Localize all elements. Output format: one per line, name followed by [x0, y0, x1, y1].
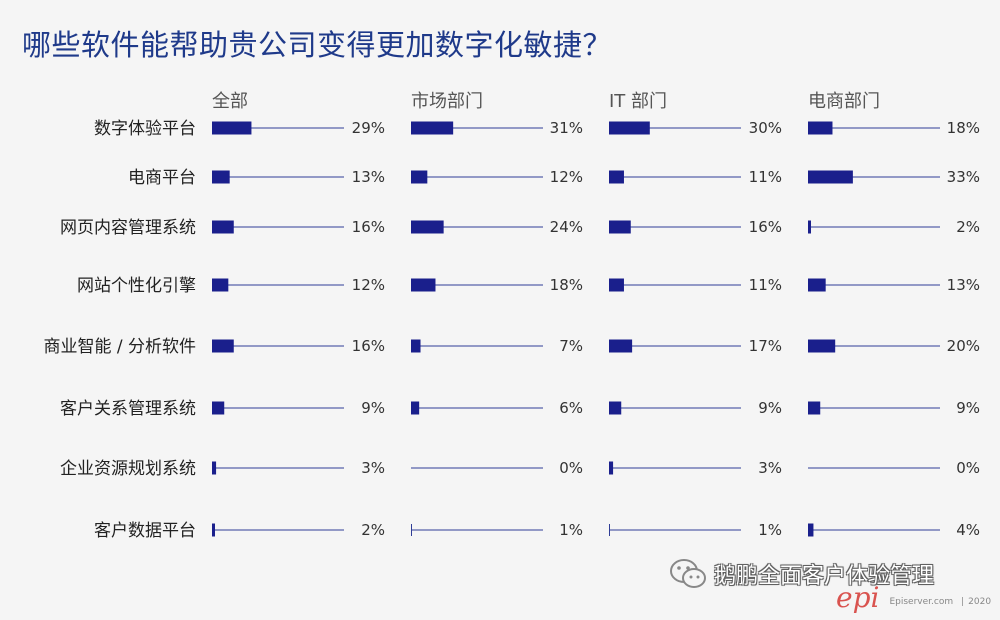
data-label: 9% [956, 399, 980, 417]
data-label: 0% [559, 459, 583, 477]
data-label: 4% [956, 521, 980, 539]
bar [808, 339, 836, 353]
bar [212, 278, 229, 292]
data-label: 2% [361, 521, 385, 539]
bar [808, 121, 833, 135]
column-header: 全部 [212, 91, 248, 112]
category-label: 数字体验平台 [94, 119, 196, 139]
data-label: 13% [947, 276, 980, 294]
bar [212, 121, 252, 135]
data-label: 2% [956, 218, 980, 236]
data-label: 11% [749, 276, 782, 294]
bar [808, 220, 811, 234]
data-label: 18% [550, 276, 583, 294]
data-label: 9% [361, 399, 385, 417]
data-label: 16% [352, 337, 385, 355]
bar [411, 339, 421, 353]
data-label: 0% [956, 459, 980, 477]
bar [609, 121, 650, 135]
data-label: 20% [947, 337, 980, 355]
bar [411, 220, 444, 234]
chart-title: 哪些软件能帮助贵公司变得更加数字化敏捷？ [22, 28, 613, 62]
data-label: 16% [749, 218, 782, 236]
category-label: 电商平台 [128, 168, 196, 188]
data-label: 1% [758, 521, 782, 539]
watermark-text: 鹅鹏全面客户体验管理 [714, 564, 935, 589]
data-label: 31% [550, 119, 583, 137]
data-label: 1% [559, 521, 583, 539]
brand-footer: epi Episerver.com | 2020 [836, 581, 992, 614]
category-label: 网站个性化引擎 [77, 276, 196, 296]
category-label: 企业资源规划系统 [60, 459, 196, 479]
data-label: 12% [352, 276, 385, 294]
data-label: 13% [352, 168, 385, 186]
bar [411, 401, 420, 415]
data-label: 11% [749, 168, 782, 186]
data-label: 30% [749, 119, 782, 137]
watermark: 鹅鹏全面客户体验管理 [668, 557, 934, 591]
data-label: 6% [559, 399, 583, 417]
bar [609, 339, 633, 353]
brand-year: 2020 [968, 597, 992, 607]
bar [411, 170, 428, 184]
data-label: 3% [758, 459, 782, 477]
bar [411, 121, 454, 135]
column-header: IT 部门 [609, 91, 667, 112]
bar [212, 339, 234, 353]
bar [808, 170, 853, 184]
category-label: 网页内容管理系统 [60, 218, 196, 238]
data-label: 24% [550, 218, 583, 236]
brand-site: Episerver.com [889, 597, 954, 607]
data-label: 9% [758, 399, 782, 417]
data-label: 16% [352, 218, 385, 236]
bar [808, 278, 826, 292]
category-label: 客户数据平台 [94, 521, 196, 541]
data-label: 17% [749, 337, 782, 355]
bar [609, 170, 624, 184]
brand-separator: | [961, 597, 965, 607]
brand-logo: epi [836, 581, 880, 614]
data-label: 7% [559, 337, 583, 355]
data-label: 12% [550, 168, 583, 186]
data-label: 18% [947, 119, 980, 137]
column-header: 电商部门 [808, 91, 880, 112]
column-header: 市场部门 [411, 91, 483, 112]
bar [212, 401, 225, 415]
data-label: 33% [947, 168, 980, 186]
bar [808, 523, 814, 537]
bar [212, 523, 215, 537]
bar [212, 170, 230, 184]
bar [609, 220, 631, 234]
bar [212, 461, 217, 475]
bar [609, 278, 624, 292]
bar [609, 461, 614, 475]
bar [411, 278, 436, 292]
bar [808, 401, 821, 415]
category-label: 客户关系管理系统 [60, 399, 196, 419]
bar [609, 401, 622, 415]
category-label: 商业智能 / 分析软件 [43, 337, 196, 357]
data-label: 3% [361, 459, 385, 477]
bar [212, 220, 234, 234]
wechat-icon [670, 559, 706, 588]
data-label: 29% [352, 119, 385, 137]
